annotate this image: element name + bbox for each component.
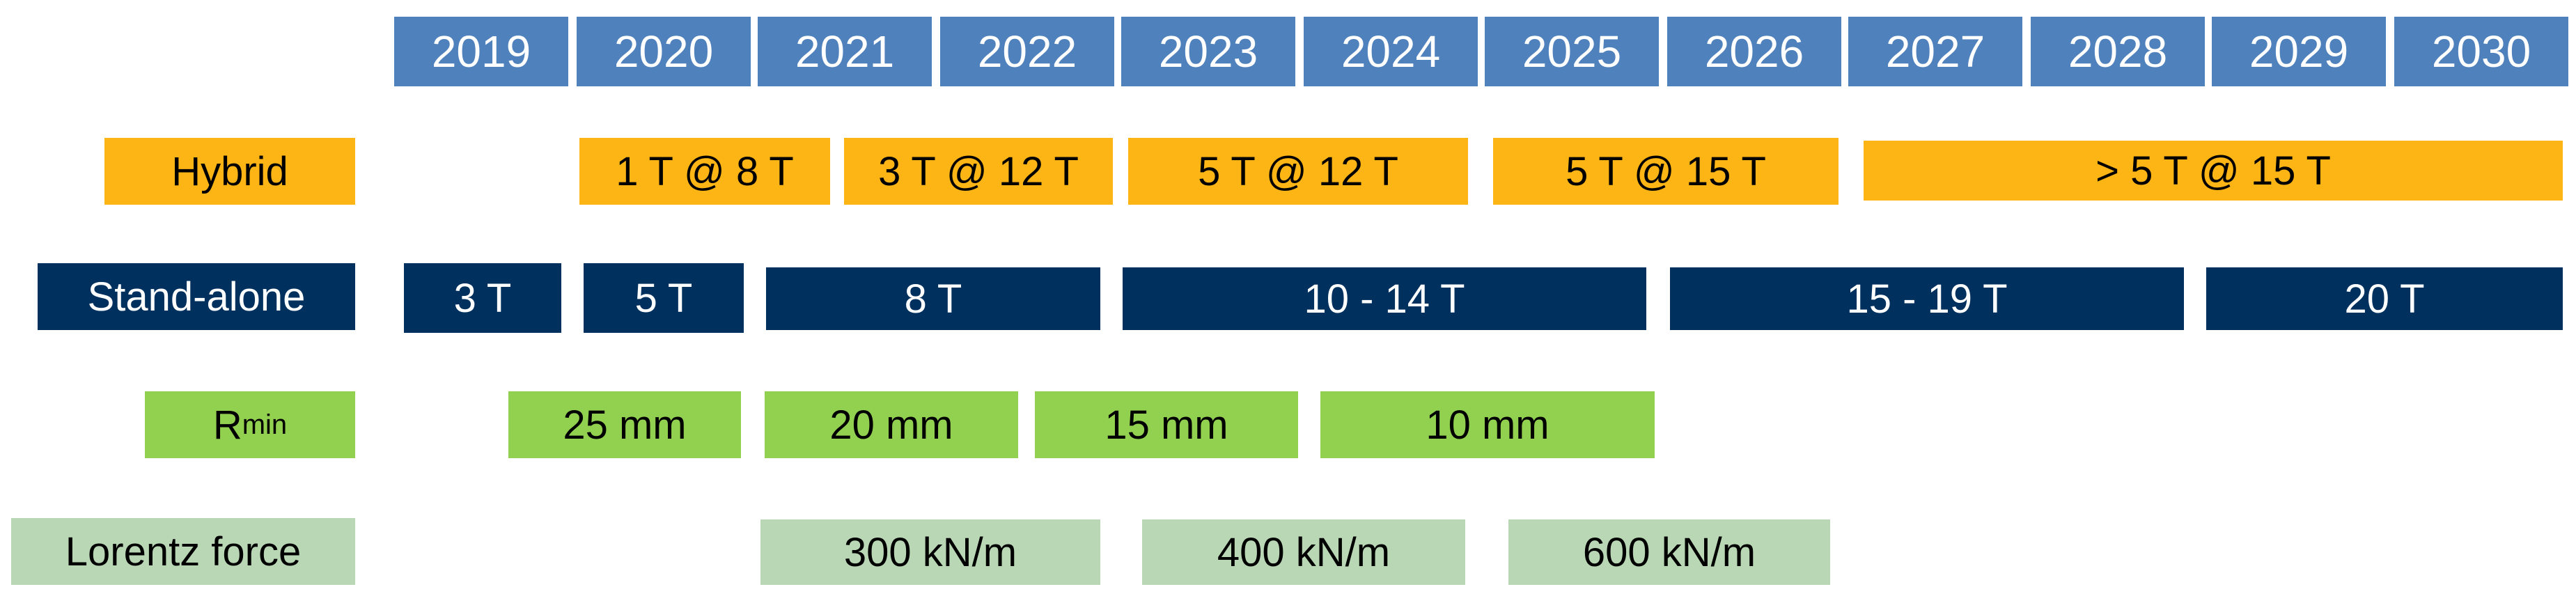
year-2019: 2019 bbox=[394, 17, 568, 86]
rmin-label-sub: min bbox=[242, 409, 288, 440]
year-2030: 2030 bbox=[2394, 17, 2568, 86]
year-2021: 2021 bbox=[758, 17, 932, 86]
hybrid-item: 5 T @ 15 T bbox=[1493, 138, 1839, 205]
standalone-item: 15 - 19 T bbox=[1670, 267, 2184, 330]
year-2029: 2029 bbox=[2212, 17, 2386, 86]
rmin-item: 10 mm bbox=[1320, 391, 1655, 458]
rmin-item: 20 mm bbox=[765, 391, 1018, 458]
row-label-lorentz: Lorentz force bbox=[11, 518, 355, 585]
year-2026: 2026 bbox=[1667, 17, 1841, 86]
year-2024: 2024 bbox=[1304, 17, 1478, 86]
hybrid-item: > 5 T @ 15 T bbox=[1864, 141, 2563, 201]
rmin-label-main: R bbox=[212, 402, 242, 448]
standalone-item: 20 T bbox=[2206, 267, 2563, 330]
standalone-item: 10 - 14 T bbox=[1123, 267, 1646, 330]
lorentz-item: 300 kN/m bbox=[760, 519, 1100, 585]
year-2023: 2023 bbox=[1121, 17, 1295, 86]
rmin-item: 25 mm bbox=[508, 391, 741, 458]
year-2027: 2027 bbox=[1848, 17, 2022, 86]
standalone-item: 3 T bbox=[404, 263, 561, 333]
standalone-item: 8 T bbox=[766, 267, 1100, 330]
year-2028: 2028 bbox=[2031, 17, 2205, 86]
standalone-item: 5 T bbox=[584, 263, 744, 333]
row-label-hybrid: Hybrid bbox=[104, 138, 355, 205]
year-2020: 2020 bbox=[577, 17, 751, 86]
rmin-item: 15 mm bbox=[1035, 391, 1298, 458]
hybrid-item: 5 T @ 12 T bbox=[1128, 138, 1468, 205]
year-2025: 2025 bbox=[1485, 17, 1659, 86]
hybrid-item: 1 T @ 8 T bbox=[579, 138, 830, 205]
hybrid-item: 3 T @ 12 T bbox=[844, 138, 1113, 205]
lorentz-item: 600 kN/m bbox=[1508, 519, 1830, 585]
year-2022: 2022 bbox=[940, 17, 1114, 86]
row-label-standalone: Stand-alone bbox=[38, 263, 355, 330]
lorentz-item: 400 kN/m bbox=[1142, 519, 1465, 585]
